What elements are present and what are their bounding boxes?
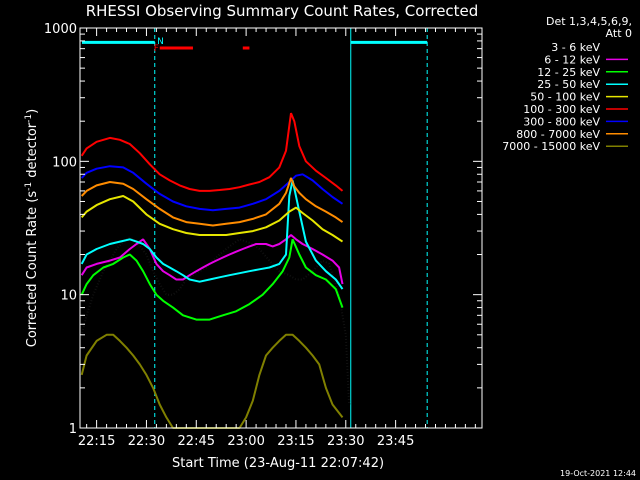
x-tick-label: 23:45 [377,434,414,449]
y-tick-label: 1 [69,422,77,437]
legend-title-line2: Att 0 [606,27,632,40]
y-axis-label-mid: detector [25,122,40,182]
y-tick-label: 10 [60,289,77,304]
legend-entry-label: 800 - 7000 keV [516,128,600,141]
legend-entry-label: 7000 - 15000 keV [502,140,600,153]
series-line-50-100kev [80,195,344,243]
legend-entry-label: 3 - 6 keV [551,41,600,54]
x-tick-label: 23:15 [277,434,314,449]
x-tick-label: 22:30 [128,434,165,449]
chart-title: RHESSI Observing Summary Count Rates, Co… [86,2,479,20]
series-line-25-50kev [80,180,344,290]
annotations-layer: NF [82,28,428,428]
series-line-300-800kev [80,165,344,212]
y-axis-label-main: Corrected Count Rate (s [25,191,40,348]
y-axis-label-sup2: -1 [24,114,34,123]
x-tick-label: 23:00 [227,434,264,449]
x-tick-label: 22:15 [78,434,115,449]
night-flag-label: N [157,37,164,47]
y-axis-label-end: ) [25,109,40,114]
series-line-6-12kev [80,234,344,285]
legend-entry-label: 6 - 12 keV [544,53,600,66]
x-tick-label: 23:30 [327,434,364,449]
series-line-100-300kev [80,112,344,192]
legend-entry-label: 12 - 25 keV [537,66,600,79]
legend-entry-label: 300 - 800 keV [523,115,600,128]
y-tick-label: 1000 [44,22,77,37]
legend-entry-label: 100 - 300 keV [523,103,600,116]
y-tick-label: 100 [52,155,77,170]
plot-frame [79,27,483,429]
render-timestamp: 19-Oct-2021 12:44 [560,469,636,478]
axes-layer: 22:15 22:30 22:45 23:00 23:15 23:30 23:45 1 10 10… [44,22,482,449]
legend-entry-label: 50 - 100 keV [530,91,600,104]
y-axis-label-sup1: -1 [24,182,34,191]
series-line-12-25kev [80,238,344,321]
legend-entry-label: 25 - 50 keV [537,78,600,91]
x-tick-label: 22:45 [178,434,215,449]
x-axis-label: Start Time (23-Aug-11 22:07:42) [172,456,384,471]
series-line-800-7000kev [80,177,344,227]
y-axis-label: Corrected Count Rate (s-1 detector-1) [24,109,40,347]
legend-title-line1: Det 1,3,4,5,6,9, [546,15,632,28]
flare-flag-label: F [154,44,159,54]
series-layer [80,112,351,429]
